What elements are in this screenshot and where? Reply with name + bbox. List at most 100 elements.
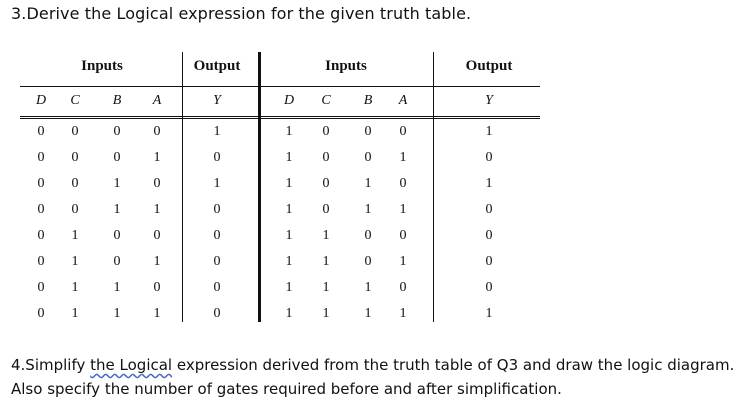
right-row-7-a: 1 [399,306,407,321]
left-row-3-b: 1 [113,202,121,217]
right-row-2-c: 0 [322,176,330,191]
left-column-y: Y [213,93,221,108]
right-row-1-b: 0 [364,150,372,165]
right-column-b: B [363,93,373,108]
right-row-0-d: 1 [285,124,293,139]
question-4-text: 4.Simplify the Logical expression derive… [11,353,734,401]
left-row-5-d: 0 [37,254,45,269]
right-row-1-y: 0 [485,150,493,165]
left-row-1-a: 1 [153,150,161,165]
left-column-d: D [35,93,47,108]
left-row-3-y: 0 [213,202,221,217]
left-row-6-d: 0 [37,280,45,295]
left-output-header: Output [193,58,241,74]
left-row-4-y: 0 [213,228,221,243]
right-row-4-a: 0 [399,228,407,243]
right-row-1-a: 1 [399,150,407,165]
left-row-4-d: 0 [37,228,45,243]
left-row-2-d: 0 [37,176,45,191]
right-row-0-y: 1 [485,124,493,139]
question-4-line-1: 4.Simplify the Logical expression derive… [11,353,734,377]
right-row-4-c: 1 [322,228,330,243]
right-row-7-y: 1 [485,306,493,321]
right-row-5-d: 1 [285,254,293,269]
right-row-3-y: 0 [485,202,493,217]
right-column-c: C [321,93,331,108]
right-row-6-c: 1 [322,280,330,295]
left-row-7-d: 0 [37,306,45,321]
right-row-0-b: 0 [364,124,372,139]
right-row-3-c: 0 [322,202,330,217]
right-row-0-c: 0 [322,124,330,139]
left-row-4-c: 1 [71,228,79,243]
right-row-7-b: 1 [364,306,372,321]
left-row-0-d: 0 [37,124,45,139]
right-row-7-c: 1 [322,306,330,321]
header-bottom-rule [20,116,540,117]
left-row-2-b: 1 [113,176,121,191]
left-row-7-c: 1 [71,306,79,321]
question-4-underlined-words: the Logical [90,356,173,374]
left-row-5-a: 1 [153,254,161,269]
left-row-1-y: 0 [213,150,221,165]
question-4-line-1-end: expression derived from the truth table … [172,356,735,374]
left-row-4-a: 0 [153,228,161,243]
separator-inputs-output-left [182,52,183,322]
right-row-2-y: 1 [485,176,493,191]
right-row-0-a: 0 [399,124,407,139]
right-row-4-d: 1 [285,228,293,243]
left-row-6-b: 1 [113,280,121,295]
left-column-c: C [70,93,80,108]
left-row-3-c: 0 [71,202,79,217]
left-row-6-c: 1 [71,280,79,295]
right-row-6-y: 0 [485,280,493,295]
right-row-1-d: 1 [285,150,293,165]
right-row-6-b: 1 [364,280,372,295]
left-row-5-y: 0 [213,254,221,269]
right-row-2-a: 0 [399,176,407,191]
left-row-2-c: 0 [71,176,79,191]
right-row-3-a: 1 [399,202,407,217]
left-row-7-a: 1 [153,306,161,321]
right-row-4-b: 0 [364,228,372,243]
left-row-3-a: 1 [153,202,161,217]
left-column-b: B [112,93,122,108]
right-inputs-header: Inputs [325,58,367,74]
separator-inputs-output-right [433,52,434,322]
left-row-7-y: 0 [213,306,221,321]
question-3-text: 3.Derive the Logical expression for the … [11,4,472,23]
right-row-4-y: 0 [485,228,493,243]
right-row-5-c: 1 [322,254,330,269]
right-row-1-c: 0 [322,150,330,165]
right-row-5-y: 0 [485,254,493,269]
left-row-4-b: 0 [113,228,121,243]
left-row-7-b: 1 [113,306,121,321]
left-row-2-a: 0 [153,176,161,191]
left-row-6-y: 0 [213,280,221,295]
left-row-3-d: 0 [37,202,45,217]
left-column-a: A [152,93,162,108]
left-row-5-b: 0 [113,254,121,269]
left-row-0-a: 0 [153,124,161,139]
right-column-y: Y [485,93,493,108]
left-row-6-a: 0 [153,280,161,295]
left-row-1-d: 0 [37,150,45,165]
right-row-2-d: 1 [285,176,293,191]
header-bottom-rule-double [20,118,540,119]
left-row-0-y: 1 [213,124,221,139]
left-inputs-header: Inputs [81,58,123,74]
right-row-6-d: 1 [285,280,293,295]
right-row-3-d: 1 [285,202,293,217]
left-row-5-c: 1 [71,254,79,269]
left-row-2-y: 1 [213,176,221,191]
right-column-a: A [398,93,408,108]
question-4-line-1-start: 4.Simplify [11,356,91,374]
separator-center-thick [258,52,261,322]
question-4-line-2: Also specify the number of gates require… [11,380,562,398]
left-row-1-b: 0 [113,150,121,165]
header-top-rule [20,86,540,87]
right-column-d: D [283,93,295,108]
right-row-6-a: 0 [399,280,407,295]
right-row-7-d: 1 [285,306,293,321]
right-row-5-a: 1 [399,254,407,269]
